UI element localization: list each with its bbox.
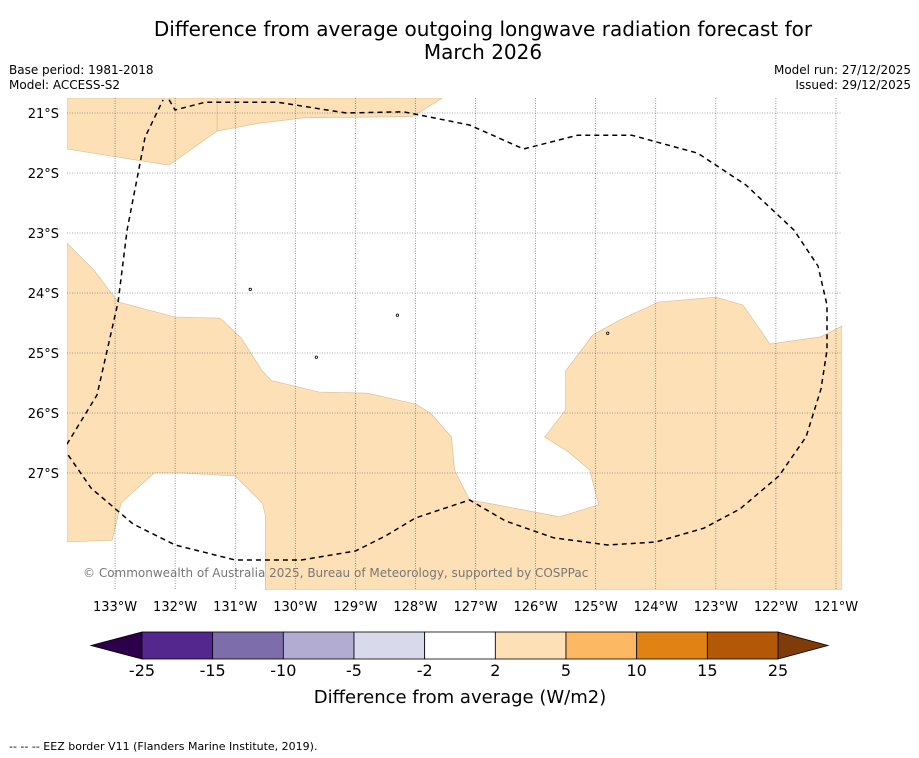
eez-border-line	[67, 99, 828, 561]
x-tick-label: 122°W	[754, 600, 798, 615]
colorbar-over-arrow	[777, 631, 830, 660]
colorbar-tick-label: 10	[626, 661, 646, 680]
colorbar-tick-label: 2	[490, 661, 500, 680]
y-tick-label: 27°S	[28, 467, 59, 482]
colorbar-segment-3	[353, 631, 426, 660]
x-tick-label: 130°W	[273, 600, 317, 615]
watermark-text: © Commonwealth of Australia 2025, Bureau…	[83, 566, 588, 580]
meta-left: Base period: 1981-2018 Model: ACCESS-S2	[9, 63, 154, 93]
y-tick-label: 24°S	[28, 287, 59, 302]
colorbar-segment-1	[212, 631, 284, 660]
colorbar-segment-7	[636, 631, 708, 660]
colorbar-title: Difference from average (W/m2)	[314, 687, 606, 708]
meta-right: Model run: 27/12/2025 Issued: 29/12/2025	[774, 63, 911, 93]
colorbar-segment-4	[424, 631, 496, 660]
x-tick-label: 132°W	[153, 600, 197, 615]
model-label: Model: ACCESS-S2	[9, 78, 121, 92]
x-tick-label: 128°W	[393, 600, 437, 615]
colorbar-segment-6	[565, 631, 638, 660]
x-tick-label: 127°W	[453, 600, 497, 615]
anomaly-region-0	[67, 98, 218, 166]
chart-title-line1: Difference from average outgoing longwav…	[153, 17, 813, 41]
colorbar-tick-label: 15	[697, 661, 717, 680]
colorbar-segment-0	[141, 631, 214, 660]
colorbar-under-arrow	[89, 631, 143, 660]
colorbar-tick-label: -10	[270, 661, 296, 680]
anomaly-region-2	[67, 242, 842, 590]
colorbar-segment-8	[706, 631, 779, 660]
x-tick-label: 133°W	[93, 600, 137, 615]
colorbar-tick-label: 5	[561, 661, 571, 680]
base-period-label: Base period: 1981-2018	[9, 63, 154, 77]
island-marker-3	[606, 331, 610, 335]
x-tick-label: 126°W	[514, 600, 558, 615]
colorbar-tick-label: -15	[200, 661, 226, 680]
anomaly-region-1	[216, 98, 444, 132]
x-tick-label: 124°W	[634, 600, 678, 615]
x-tick-label: 125°W	[574, 600, 618, 615]
colorbar-tick-label: -5	[346, 661, 362, 680]
x-tick-label: 129°W	[333, 600, 377, 615]
y-tick-label: 23°S	[28, 227, 59, 242]
x-tick-label: 123°W	[694, 600, 738, 615]
chart-title-line2: March 2026	[423, 40, 543, 64]
colorbar-tick-label: -2	[417, 661, 433, 680]
colorbar-tick-label: -25	[129, 661, 155, 680]
x-tick-label: 131°W	[213, 600, 257, 615]
x-tick-label: 121°W	[814, 600, 858, 615]
colorbar-tick-label: 25	[768, 661, 788, 680]
y-tick-label: 25°S	[28, 347, 59, 362]
island-marker-1	[314, 355, 318, 359]
chart-title: Difference from average outgoing longwav…	[0, 18, 919, 64]
island-marker-2	[395, 313, 400, 317]
island-marker-0	[248, 287, 252, 291]
model-run-label: Model run: 27/12/2025	[773, 63, 911, 77]
issued-label: Issued: 29/12/2025	[795, 78, 911, 92]
colorbar-segment-2	[282, 631, 355, 660]
y-tick-label: 22°S	[28, 167, 59, 182]
colorbar-segment-5	[494, 631, 567, 660]
y-tick-label: 21°S	[28, 107, 59, 122]
y-tick-label: 26°S	[28, 407, 59, 422]
eez-footnote: -- -- -- EEZ border V11 (Flanders Marine…	[9, 740, 318, 753]
